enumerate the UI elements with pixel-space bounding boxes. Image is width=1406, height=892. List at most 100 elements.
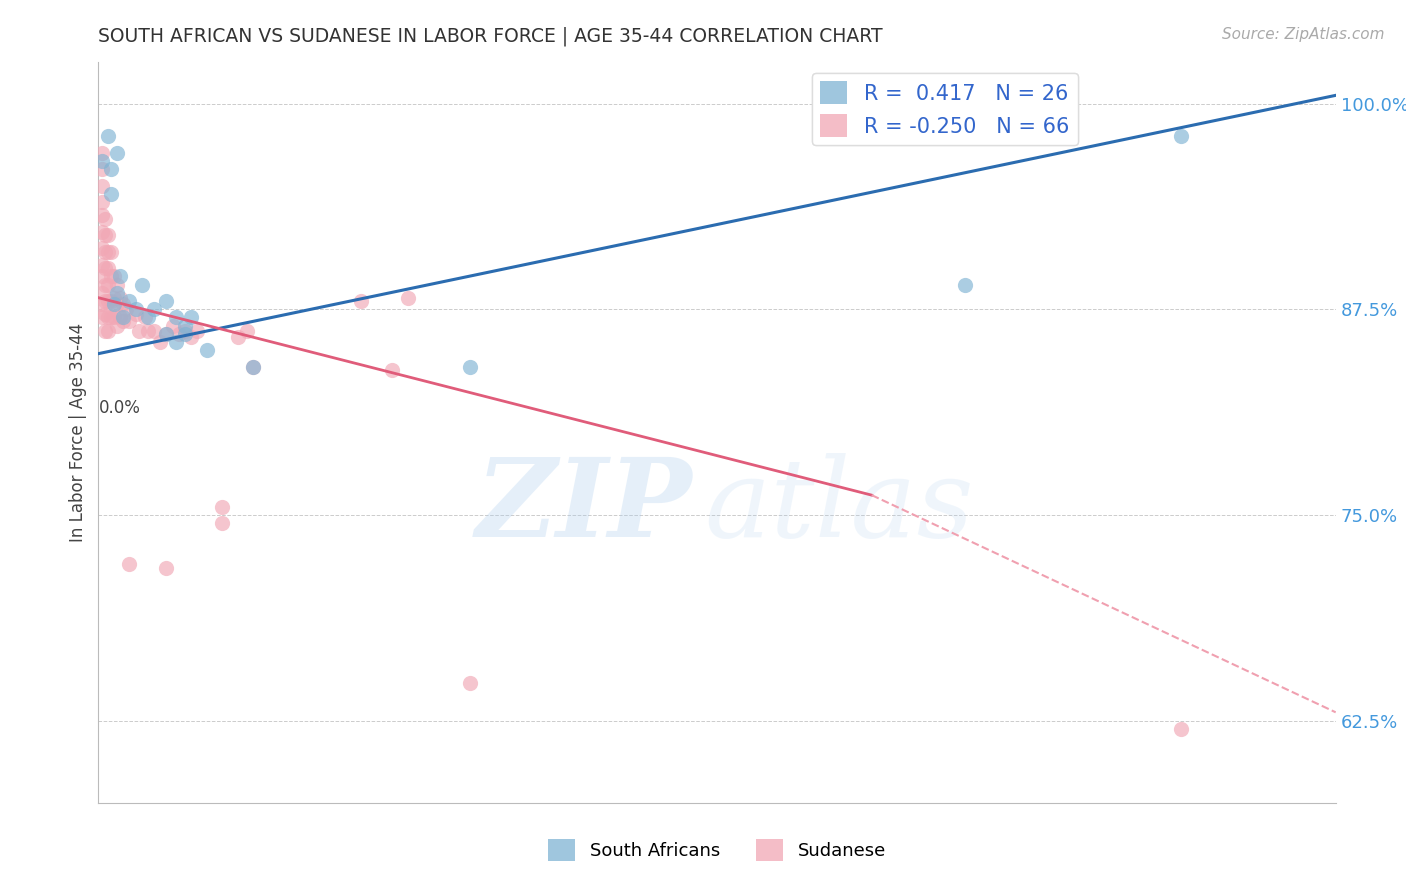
Point	[100, 293, 122, 308]
Point	[112, 310, 135, 325]
Point	[134, 310, 156, 325]
Point	[112, 297, 135, 311]
Point	[90, 209, 112, 223]
Point	[90, 258, 112, 272]
Legend: R =  0.417   N = 26, R = -0.250   N = 66: R = 0.417 N = 26, R = -0.250 N = 66	[813, 73, 1078, 145]
Point	[381, 363, 404, 377]
Point	[105, 297, 128, 311]
Point	[149, 335, 172, 350]
Point	[211, 500, 233, 514]
Point	[90, 310, 112, 325]
Point	[1170, 129, 1192, 144]
Point	[155, 560, 177, 574]
Point	[90, 285, 112, 300]
Point	[108, 310, 131, 325]
Point	[97, 277, 120, 292]
Point	[180, 330, 202, 344]
Point	[93, 277, 115, 292]
Point	[115, 302, 138, 317]
Text: atlas: atlas	[704, 453, 974, 560]
Point	[155, 293, 177, 308]
Point	[97, 244, 120, 259]
Point	[100, 269, 122, 284]
Point	[174, 318, 197, 333]
Point	[155, 326, 177, 341]
Point	[128, 324, 150, 338]
Point	[236, 324, 259, 338]
Point	[118, 558, 141, 572]
Point	[90, 241, 112, 255]
Point	[350, 293, 373, 308]
Point	[174, 326, 197, 341]
Point	[180, 310, 202, 325]
Text: SOUTH AFRICAN VS SUDANESE IN LABOR FORCE | AGE 35-44 CORRELATION CHART: SOUTH AFRICAN VS SUDANESE IN LABOR FORCE…	[98, 27, 883, 46]
Point	[93, 244, 115, 259]
Point	[93, 293, 115, 308]
Point	[90, 178, 112, 193]
Point	[97, 310, 120, 325]
Text: 0.0%: 0.0%	[98, 400, 141, 417]
Y-axis label: In Labor Force | Age 35-44: In Labor Force | Age 35-44	[69, 323, 87, 542]
Point	[90, 145, 112, 160]
Point	[124, 307, 146, 321]
Point	[165, 335, 187, 350]
Point	[242, 359, 264, 374]
Point	[211, 516, 233, 530]
Point	[105, 318, 128, 333]
Point	[93, 324, 115, 338]
Point	[953, 277, 976, 292]
Point	[93, 211, 115, 226]
Point	[174, 324, 197, 338]
Point	[1170, 722, 1192, 736]
Point	[124, 302, 146, 317]
Point	[458, 675, 481, 690]
Point	[165, 310, 187, 325]
Point	[195, 343, 218, 358]
Point	[90, 162, 112, 177]
Point	[108, 269, 131, 284]
Point	[93, 261, 115, 276]
Point	[118, 314, 141, 328]
Point	[118, 293, 141, 308]
Point	[108, 291, 131, 305]
Point	[100, 244, 122, 259]
Point	[105, 285, 128, 300]
Point	[103, 297, 125, 311]
Point	[103, 310, 125, 325]
Point	[90, 154, 112, 169]
Point	[105, 145, 128, 160]
Point	[167, 326, 190, 341]
Point	[155, 326, 177, 341]
Point	[186, 324, 208, 338]
Point	[136, 324, 159, 338]
Point	[242, 359, 264, 374]
Text: ZIP: ZIP	[475, 453, 692, 560]
Point	[93, 228, 115, 243]
Point	[100, 162, 122, 177]
Point	[162, 318, 184, 333]
Point	[131, 277, 153, 292]
Point	[100, 187, 122, 202]
Point	[90, 225, 112, 239]
Point	[90, 269, 112, 284]
Point	[93, 307, 115, 321]
Point	[112, 314, 135, 328]
Point	[90, 195, 112, 210]
Text: Source: ZipAtlas.com: Source: ZipAtlas.com	[1222, 27, 1385, 42]
Point	[97, 324, 120, 338]
Point	[226, 330, 249, 344]
Point	[97, 129, 120, 144]
Point	[97, 293, 120, 308]
Point	[100, 310, 122, 325]
Point	[103, 269, 125, 284]
Point	[97, 228, 120, 243]
Point	[97, 261, 120, 276]
Point	[103, 291, 125, 305]
Point	[105, 277, 128, 292]
Point	[136, 310, 159, 325]
Point	[143, 324, 166, 338]
Point	[90, 297, 112, 311]
Point	[143, 302, 166, 317]
Point	[396, 291, 419, 305]
Point	[458, 359, 481, 374]
